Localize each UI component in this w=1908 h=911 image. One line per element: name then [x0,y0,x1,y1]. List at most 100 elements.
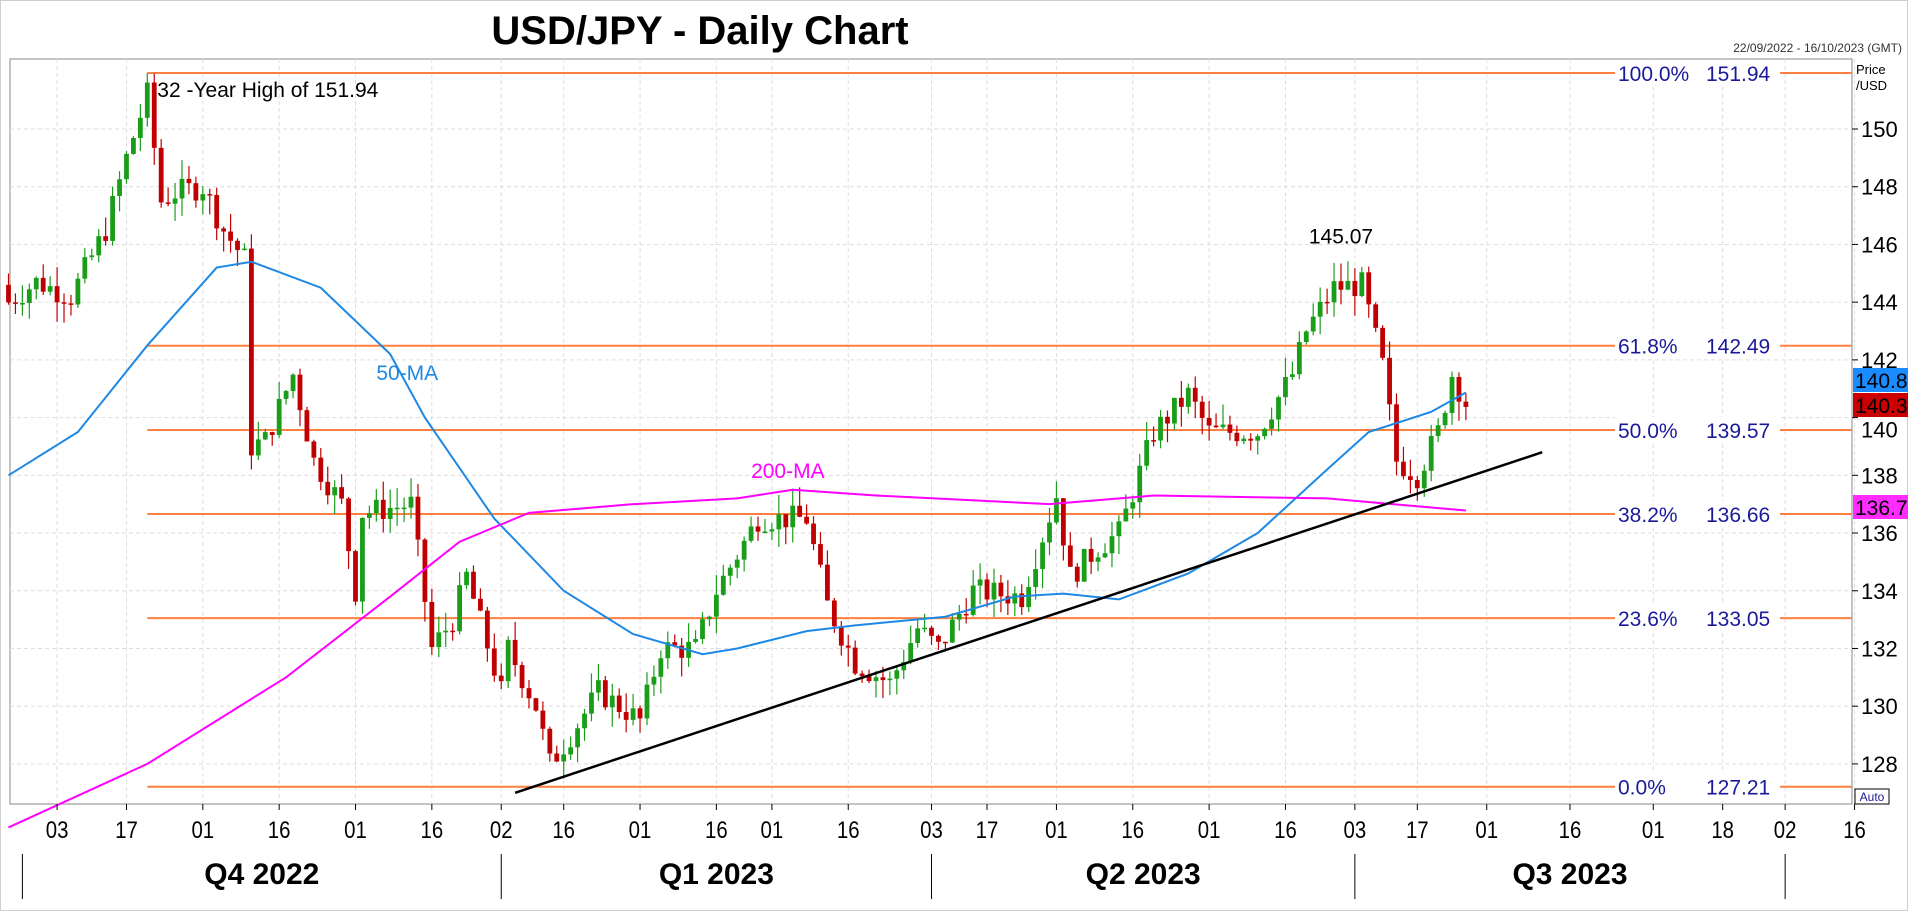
price-badge [1853,495,1908,519]
candle-body [290,374,296,392]
candle [783,514,789,545]
candle-body [346,498,351,552]
candle [1199,395,1205,435]
candle [1241,435,1247,445]
candle [1088,537,1094,575]
auto-scale-button[interactable]: Auto [1854,788,1890,805]
candle [443,612,449,647]
candle [457,571,462,635]
x-tick-label: 16 [420,816,443,843]
candle-body [991,582,997,600]
candle-body [82,257,88,279]
candle-body [158,147,164,203]
candle-body [1310,316,1316,332]
candle-body [568,747,574,755]
candle-body [672,642,678,646]
candle-body [1449,376,1455,413]
candle-body [1276,397,1281,420]
candle-body [1387,357,1392,405]
trendline [514,451,1543,794]
candle-body [165,202,171,204]
candle-body [228,231,233,241]
candle-body [956,613,962,620]
candle [1130,495,1136,519]
candle [353,549,358,606]
candle [602,675,608,711]
candle [1428,424,1434,482]
candle [297,368,303,427]
candle-body [339,487,345,499]
candle [1296,331,1302,380]
candle [262,428,268,441]
candle [471,565,476,600]
candle [1060,497,1066,561]
fib-label-bg [1615,60,1780,87]
candle-body [332,487,338,496]
candle-body [1151,440,1156,442]
candle [1019,584,1025,615]
candle [401,497,407,522]
candle-body [922,627,927,630]
y-axis-label-unit: /USD [1856,78,1887,93]
price-badge-text: 140.37 [1855,395,1908,418]
candle-body [380,499,386,519]
candle-body [762,531,768,534]
date-range: 22/09/2022 - 16/10/2023 (GMT) [1733,41,1902,55]
candle [658,650,664,694]
auto-label: Auto [1860,790,1885,804]
candle [394,488,400,526]
candle [623,693,629,733]
candle-body [915,628,921,644]
candle [755,516,761,541]
candle [19,285,25,316]
candle-body [1317,301,1323,317]
candle-body [887,678,893,681]
candle-body [255,439,261,456]
fib-value: 142.49 [1706,336,1770,359]
fib-percent: 100.0% [1618,63,1689,86]
candle-body [1088,548,1094,562]
candle [1380,325,1386,361]
candle [1095,552,1101,572]
candle-body [596,680,601,693]
x-tick-label: 01 [761,816,784,843]
candle [249,234,254,470]
candle [1352,268,1358,316]
candle-body [1262,428,1268,437]
candle-body [353,551,358,602]
candle [61,293,67,323]
candle-body [873,677,879,682]
candle [1407,459,1413,494]
x-tick-label: 01 [1642,816,1665,843]
candle [360,517,365,614]
candle [1449,371,1455,425]
candle [1178,381,1184,427]
x-tick-label: 01 [344,816,367,843]
candle-body [818,544,823,565]
candle-body [366,513,372,518]
high-annotation: 32 -Year High of 151.94 [157,79,378,102]
candle [665,631,671,669]
candle-body [727,567,733,576]
fib-label-bg [1615,500,1780,527]
candle-body [186,178,192,184]
candle-body [679,645,685,658]
candle-body [970,585,976,615]
candle-body [249,248,254,456]
candle [769,523,775,541]
candle-body [1407,476,1413,481]
candle [1067,532,1073,567]
candle [54,267,60,322]
candle-body [478,598,483,611]
candle [193,176,199,208]
candle [797,487,803,518]
candle [1047,507,1052,556]
candle [82,248,88,284]
candle-body [984,579,990,600]
fib-percent: 23.6% [1618,608,1678,631]
candle-body [734,559,740,568]
y-tick-label: 128 [1861,752,1898,777]
candle-body [1421,470,1427,489]
fib-label-bg [1615,773,1780,800]
candle-body [1144,440,1150,466]
